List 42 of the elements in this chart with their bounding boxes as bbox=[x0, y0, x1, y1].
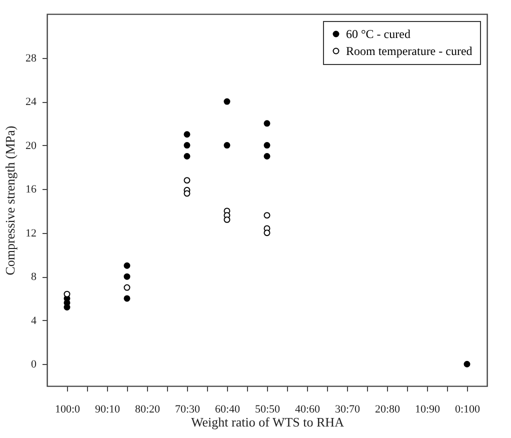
x-tick-label: 30:70 bbox=[334, 404, 361, 416]
point bbox=[264, 230, 270, 236]
point bbox=[184, 142, 190, 149]
x-tick-label: 100:0 bbox=[54, 404, 81, 416]
point bbox=[124, 273, 130, 280]
point bbox=[184, 190, 190, 197]
x-tick-label: 50:50 bbox=[254, 404, 281, 416]
y-axis-title: Compressive strength (MPa) bbox=[2, 126, 18, 276]
x-tick-label: 70:30 bbox=[174, 404, 201, 416]
y-tick-label: 20 bbox=[26, 140, 37, 152]
point bbox=[184, 153, 190, 160]
point bbox=[124, 295, 130, 302]
x-axis-title: Weight ratio of WTS to RHA bbox=[191, 414, 345, 430]
x-tick-label: 20:80 bbox=[374, 404, 401, 416]
point bbox=[264, 153, 270, 160]
point bbox=[264, 142, 270, 149]
legend-label: Room temperature - cured bbox=[346, 44, 472, 58]
x-tick-label: 40:60 bbox=[294, 404, 321, 416]
legend-label: 60 °C - cured bbox=[346, 27, 410, 41]
x-tick-label: 60:40 bbox=[214, 404, 241, 416]
point bbox=[124, 284, 130, 291]
point bbox=[224, 216, 230, 223]
x-tick-label: 0:100 bbox=[454, 404, 481, 416]
y-tick-label: 4 bbox=[31, 314, 37, 327]
point bbox=[64, 290, 70, 298]
point bbox=[224, 142, 230, 149]
point bbox=[224, 98, 230, 105]
point bbox=[264, 212, 270, 219]
y-tick-label: 24 bbox=[26, 96, 37, 108]
point bbox=[264, 120, 270, 127]
y-tick-label: 8 bbox=[31, 271, 37, 284]
x-tick-label: 80:20 bbox=[134, 404, 161, 416]
point bbox=[464, 360, 470, 368]
point bbox=[184, 177, 190, 184]
y-tick-label: 16 bbox=[26, 184, 37, 196]
x-tick-label: 10:90 bbox=[414, 404, 441, 416]
y-tick-label: 12 bbox=[26, 227, 36, 240]
point bbox=[184, 131, 190, 138]
y-tick-label: 0 bbox=[31, 358, 37, 371]
x-tick-label: 90:10 bbox=[94, 404, 121, 416]
y-tick-label: 28 bbox=[26, 52, 37, 64]
point bbox=[124, 262, 130, 269]
